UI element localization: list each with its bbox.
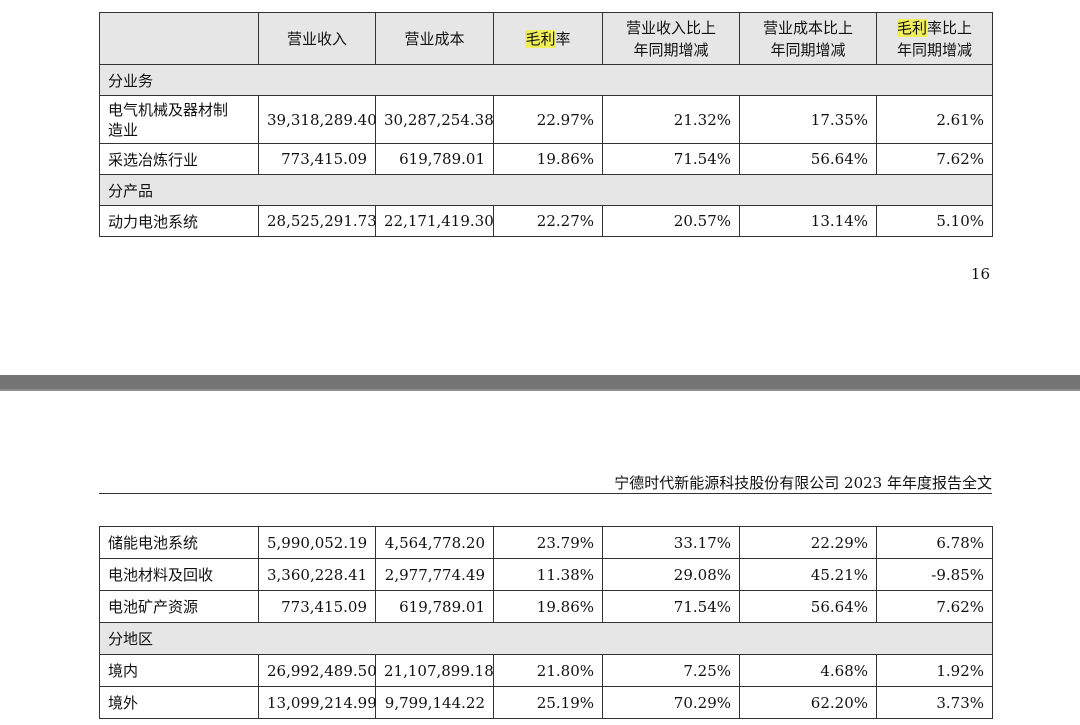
cost-cell: 619,789.01 [375, 590, 494, 623]
cost-yoy-cell: 22.29% [739, 526, 877, 559]
revenue-cell: 5,990,052.19 [258, 526, 376, 559]
margin-yoy-cell: 6.78% [876, 526, 993, 559]
revenue-breakdown-table-top: 营业收入 营业成本 毛利率 营业收入比上 年同期增减 营业成本比上 年同期增减 毛利… [99, 12, 993, 237]
revenue-yoy-cell: 29.08% [602, 558, 740, 591]
table-row: 动力电池系统 28,525,291.73 22,171,419.30 22.27… [99, 205, 993, 237]
revenue-cell: 773,415.09 [258, 143, 376, 175]
cost-cell: 22,171,419.30 [375, 205, 494, 237]
revenue-cell: 3,360,228.41 [258, 558, 376, 591]
table-row: 电气机械及器材制 造业 39,318,289.40 30,287,254.38 2… [99, 95, 993, 144]
cost-yoy-cell: 56.64% [739, 590, 877, 623]
highlighted-text: 毛利 [525, 29, 556, 48]
revenue-cell: 13,099,214.99 [258, 686, 377, 719]
header-margin-yoy: 毛利率比上 年同期增减 [876, 12, 993, 65]
header-gross-margin: 毛利率 [493, 12, 603, 65]
page-divider [0, 375, 1080, 391]
header-cost-yoy: 营业成本比上 年同期增减 [739, 12, 877, 65]
page-number: 16 [970, 265, 990, 283]
section-label: 分业务 [99, 64, 993, 96]
header-revenue-yoy: 营业收入比上 年同期增减 [602, 12, 740, 65]
row-label: 电气机械及器材制 造业 [99, 95, 259, 144]
table-row: 电池矿产资源 773,415.09 619,789.01 19.86% 71.5… [99, 590, 993, 623]
revenue-yoy-cell: 21.32% [602, 95, 740, 144]
cost-yoy-cell: 56.64% [739, 143, 877, 175]
margin-cell: 22.97% [493, 95, 603, 144]
table-row: 储能电池系统 5,990,052.19 4,564,778.20 23.79% … [99, 526, 993, 559]
revenue-yoy-cell: 71.54% [602, 143, 740, 175]
header-revenue: 营业收入 [258, 12, 376, 65]
cost-cell: 2,977,774.49 [375, 558, 494, 591]
row-label: 境内 [99, 654, 259, 687]
margin-yoy-cell: 3.73% [876, 686, 993, 719]
section-row-by-region: 分地区 [99, 622, 993, 655]
revenue-cell: 39,318,289.40 [258, 95, 377, 144]
cost-yoy-cell: 62.20% [739, 686, 877, 719]
margin-cell: 23.79% [493, 526, 603, 559]
margin-yoy-cell: 2.61% [876, 95, 993, 144]
table-row: 境内 26,992,489.50 21,107,899.18 21.80% 7.… [99, 654, 993, 687]
margin-yoy-cell: 5.10% [876, 205, 993, 237]
margin-cell: 19.86% [493, 143, 603, 175]
revenue-yoy-cell: 7.25% [602, 654, 740, 687]
margin-cell: 11.38% [493, 558, 603, 591]
row-label: 境外 [99, 686, 259, 719]
margin-cell: 22.27% [493, 205, 603, 237]
margin-yoy-cell: 7.62% [876, 143, 993, 175]
cost-yoy-cell: 45.21% [739, 558, 877, 591]
header-cost: 营业成本 [375, 12, 494, 65]
table-row: 采选冶炼行业 773,415.09 619,789.01 19.86% 71.5… [99, 143, 993, 175]
cost-cell: 619,789.01 [375, 143, 494, 175]
row-label: 动力电池系统 [99, 205, 259, 237]
section-label: 分产品 [99, 174, 993, 206]
running-header: 宁德时代新能源科技股份有限公司 2023 年年度报告全文 [614, 474, 992, 492]
margin-yoy-cell: 7.62% [876, 590, 993, 623]
margin-yoy-cell: -9.85% [876, 558, 993, 591]
cost-yoy-cell: 4.68% [739, 654, 877, 687]
cost-cell: 4,564,778.20 [375, 526, 494, 559]
revenue-yoy-cell: 70.29% [602, 686, 740, 719]
cost-yoy-cell: 17.35% [739, 95, 877, 144]
revenue-cell: 26,992,489.50 [258, 654, 377, 687]
table-row: 电池材料及回收 3,360,228.41 2,977,774.49 11.38%… [99, 558, 993, 591]
header-rule [99, 493, 992, 494]
cost-cell: 30,287,254.38 [375, 95, 494, 144]
revenue-yoy-cell: 33.17% [602, 526, 740, 559]
row-label: 采选冶炼行业 [99, 143, 259, 175]
section-label: 分地区 [99, 622, 993, 655]
margin-cell: 21.80% [493, 654, 603, 687]
margin-cell: 25.19% [493, 686, 603, 719]
cost-cell: 9,799,144.22 [375, 686, 494, 719]
revenue-breakdown-table-continued: 储能电池系统 5,990,052.19 4,564,778.20 23.79% … [99, 526, 993, 719]
cost-yoy-cell: 13.14% [739, 205, 877, 237]
section-row-by-business: 分业务 [99, 64, 993, 96]
margin-yoy-cell: 1.92% [876, 654, 993, 687]
revenue-cell: 773,415.09 [258, 590, 376, 623]
header-blank-cell [99, 12, 259, 65]
table-row: 境外 13,099,214.99 9,799,144.22 25.19% 70.… [99, 686, 993, 719]
cost-cell: 21,107,899.18 [375, 654, 494, 687]
revenue-yoy-cell: 71.54% [602, 590, 740, 623]
revenue-yoy-cell: 20.57% [602, 205, 740, 237]
section-row-by-product: 分产品 [99, 174, 993, 206]
row-label: 电池材料及回收 [99, 558, 259, 591]
highlighted-text: 毛利 [896, 18, 927, 37]
margin-cell: 19.86% [493, 590, 603, 623]
table-header-row: 营业收入 营业成本 毛利率 营业收入比上 年同期增减 营业成本比上 年同期增减 毛利… [99, 12, 993, 65]
revenue-cell: 28,525,291.73 [258, 205, 377, 237]
row-label: 电池矿产资源 [99, 590, 259, 623]
row-label: 储能电池系统 [99, 526, 259, 559]
